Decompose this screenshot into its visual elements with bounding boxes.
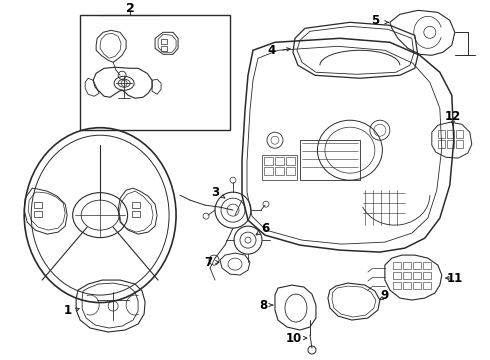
Bar [413,272,421,279]
Text: 2: 2 [126,2,134,15]
Text: 11: 11 [447,271,463,284]
Bar [403,282,411,289]
Bar [262,155,297,180]
Bar [456,130,463,138]
Bar [423,272,431,279]
Bar [438,140,445,148]
Bar [413,262,421,269]
Text: 12: 12 [445,110,461,123]
Bar [300,140,360,180]
Text: 5: 5 [371,14,379,27]
Bar [264,157,273,165]
Bar [423,282,431,289]
Bar [393,272,401,279]
Text: 3: 3 [211,186,219,199]
Bar [80,15,230,130]
Bar [403,262,411,269]
Text: 10: 10 [286,332,302,345]
Bar [34,211,42,217]
Bar [161,39,167,44]
Bar [286,167,295,175]
Text: 7: 7 [204,256,212,269]
Bar [413,282,421,289]
Bar [438,130,445,138]
Bar [403,272,411,279]
Bar [393,262,401,269]
Text: 1: 1 [64,303,72,316]
Text: 9: 9 [381,289,389,302]
Bar [275,157,284,165]
Text: 8: 8 [259,298,267,311]
Bar [275,167,284,175]
Bar [447,130,454,138]
Bar [132,211,140,217]
Bar [286,157,295,165]
Bar [456,140,463,148]
Bar [161,46,167,51]
Bar [264,167,273,175]
Text: 4: 4 [268,44,276,57]
Bar [393,282,401,289]
Bar [132,202,140,208]
Text: 6: 6 [261,222,269,235]
Bar [423,262,431,269]
Bar [34,202,42,208]
Bar [447,140,454,148]
